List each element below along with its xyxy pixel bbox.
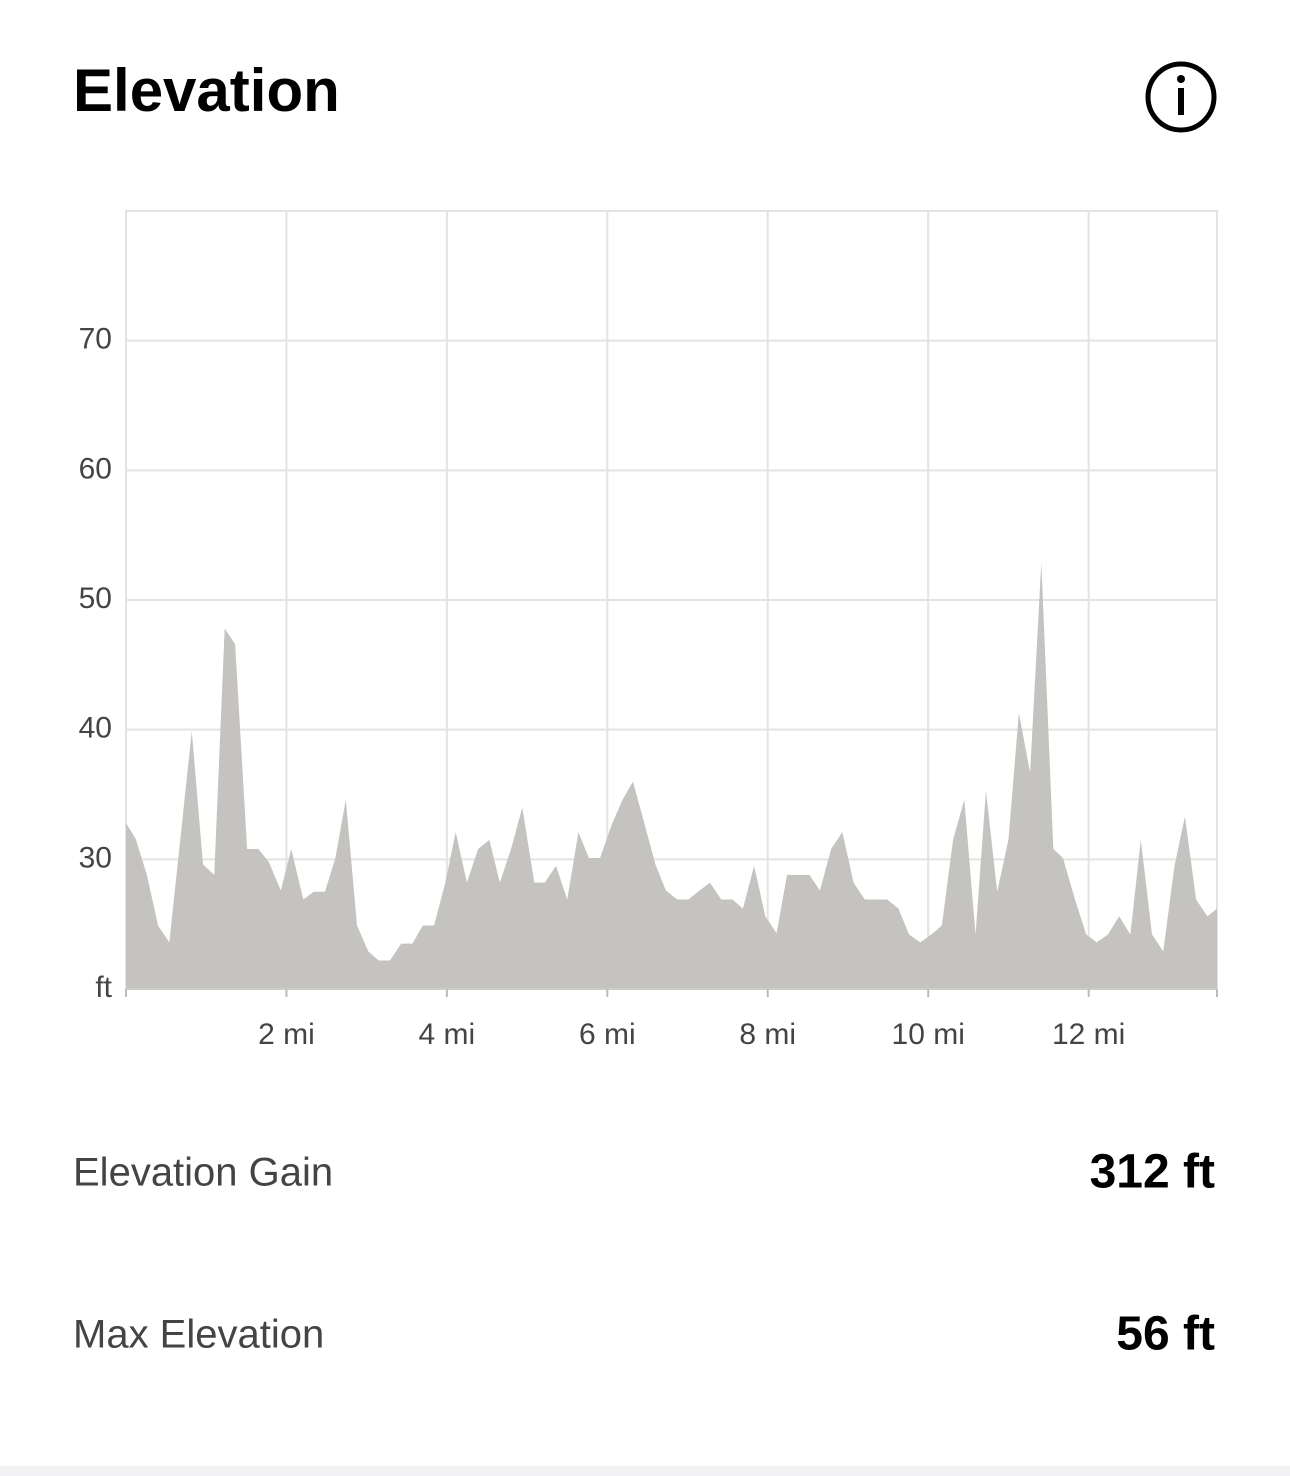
x-tick-label: 2 mi [258, 1018, 315, 1051]
elevation-area [126, 562, 1217, 989]
x-tick-label: 4 mi [419, 1018, 476, 1051]
y-tick-label: 40 [79, 712, 112, 745]
info-button[interactable] [1145, 61, 1217, 133]
y-tick-label: 30 [79, 841, 112, 874]
stat-label: Max Elevation [73, 1313, 324, 1357]
y-tick-label: 70 [79, 323, 112, 356]
stat-value: 312 ft [1090, 1146, 1215, 1199]
x-tick-label: 6 mi [579, 1018, 636, 1051]
stat-value: 56 ft [1116, 1308, 1215, 1361]
info-icon[interactable] [1145, 61, 1217, 133]
info-dot [1177, 75, 1185, 83]
title: Elevation [73, 57, 340, 124]
x-tick-label: 10 mi [892, 1018, 965, 1051]
bottom-band [0, 1466, 1290, 1476]
plot: ft 30 40 50 60 70 2 mi 4 mi 6 mi 8 mi 10 mi 12 mi [79, 211, 1218, 1051]
info-stem [1178, 88, 1184, 115]
stat-label: Elevation Gain [73, 1151, 333, 1195]
x-tick-label: 12 mi [1052, 1018, 1125, 1051]
x-tick-label: 8 mi [739, 1018, 796, 1051]
y-tick-label: 60 [79, 452, 112, 485]
y-tick-label: ft [95, 971, 112, 1004]
y-tick-label: 50 [79, 582, 112, 615]
